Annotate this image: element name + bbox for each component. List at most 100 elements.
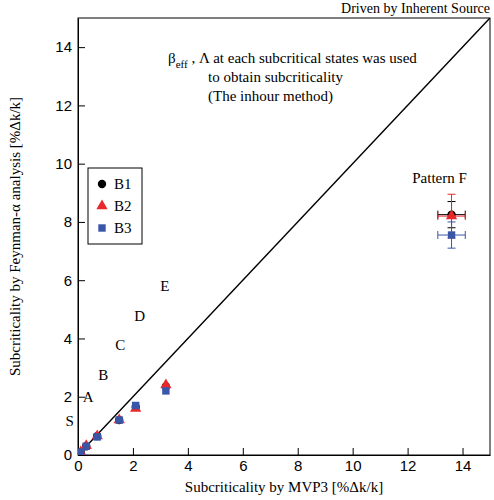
point — [448, 231, 455, 238]
x-tick-label: 0 — [74, 457, 82, 474]
y-tick: 0 — [64, 446, 85, 463]
y-axis: 0 2 4 6 8 10 12 14 — [55, 19, 85, 464]
error-line — [437, 231, 438, 239]
x-tick-label: 14 — [455, 457, 472, 474]
y-tick-mark — [78, 455, 85, 456]
point — [94, 433, 101, 440]
x-tick-mark — [133, 448, 134, 455]
error-line — [437, 212, 438, 220]
x-tick: 8 — [294, 448, 302, 474]
point — [114, 414, 125, 424]
x-tick-mark — [243, 448, 244, 455]
annotation-subscript: eff — [176, 58, 188, 70]
y-tick: 12 — [55, 97, 85, 114]
x-tick-mark — [188, 448, 189, 455]
legend-label: B1 — [114, 176, 132, 192]
y-tick: 4 — [64, 330, 85, 347]
point — [83, 443, 90, 450]
x-tick-label: 2 — [129, 457, 137, 474]
y-error-bar — [448, 222, 456, 248]
annotation-line: to obtain subcriticality — [208, 69, 343, 85]
point-label: B — [98, 367, 108, 383]
legend: B1 B2 B3 — [88, 168, 142, 244]
y-tick: 2 — [64, 388, 85, 405]
x-tick-label: 4 — [184, 457, 192, 474]
point — [132, 402, 139, 409]
y-tick: 10 — [55, 155, 85, 172]
x-tick-label: 6 — [239, 457, 247, 474]
point — [115, 416, 123, 424]
x-tick-mark — [298, 448, 299, 455]
y-tick-mark — [78, 222, 85, 223]
y-tick-label: 8 — [64, 213, 72, 230]
x-tick: 4 — [184, 448, 192, 474]
x-axis-line — [79, 455, 491, 456]
point-label: C — [115, 337, 125, 353]
y-tick-mark — [78, 164, 85, 165]
y-tick-label: 10 — [55, 155, 72, 172]
x-tick-mark — [463, 448, 464, 455]
point-label: A — [83, 389, 94, 405]
point — [160, 379, 171, 389]
annotation-symbol: β — [168, 50, 176, 66]
x-tick: 14 — [455, 448, 472, 474]
x-tick: 12 — [400, 448, 417, 474]
x-tick: 10 — [345, 448, 362, 474]
chart: 0 2 4 6 8 10 12 14 0 2 4 6 8 10 12 14 SABCDE Pattern F βef… — [0, 0, 494, 500]
point-label: D — [134, 308, 145, 324]
x-tick-label: 12 — [400, 457, 417, 474]
y-axis-title: Subcriticality by Feynman-α analysis [%Δ… — [7, 97, 23, 376]
error-line — [465, 231, 466, 239]
plot-area: 0 2 4 6 8 10 12 14 0 2 4 6 8 10 12 14 SABCDE Pattern F βef… — [55, 18, 490, 474]
x-tick-label: 10 — [345, 457, 362, 474]
point — [130, 402, 141, 412]
series-b3 — [78, 222, 465, 455]
error-line — [448, 194, 456, 195]
legend-box — [88, 168, 142, 244]
error-line — [465, 212, 466, 220]
legend-marker — [96, 199, 107, 209]
x-axis: 0 2 4 6 8 10 12 14 — [74, 448, 490, 474]
point-label: S — [66, 413, 74, 429]
point — [162, 387, 169, 394]
x-tick-label: 8 — [294, 457, 302, 474]
error-line — [448, 221, 456, 222]
y-tick-mark — [78, 105, 85, 106]
point-label: Pattern F — [412, 170, 467, 186]
reference-line — [78, 18, 490, 455]
annotation-line: (The inhour method) — [208, 88, 333, 105]
y-tick: 14 — [55, 38, 85, 55]
legend-marker — [98, 224, 105, 231]
x-axis-title: Subcriticality by MVP3 [%Δk/k] — [185, 479, 383, 495]
legend-marker — [98, 180, 106, 188]
data-layer — [78, 18, 490, 455]
y-tick-mark — [78, 280, 85, 281]
x-tick-mark — [353, 448, 354, 455]
y-tick-mark — [78, 338, 85, 339]
x-error-bar — [438, 231, 465, 239]
point-label: E — [160, 278, 169, 294]
point — [82, 442, 90, 450]
error-line — [448, 248, 456, 249]
x-tick: 2 — [129, 448, 137, 474]
point — [115, 416, 122, 423]
legend-label: B2 — [114, 198, 132, 214]
point — [446, 210, 457, 220]
y-tick-label: 6 — [64, 272, 72, 289]
x-tick-mark — [408, 448, 409, 455]
y-tick-label: 2 — [64, 388, 72, 405]
x-tick: 6 — [239, 448, 247, 474]
y-axis-line — [78, 19, 79, 456]
plot-frame — [78, 18, 490, 455]
y-tick-label: 14 — [55, 38, 72, 55]
y-tick-label: 12 — [55, 97, 72, 114]
y-tick-label: 4 — [64, 330, 72, 347]
chart-title: Driven by Inherent Source — [341, 1, 490, 16]
annotation-line: , Λ at each subcritical states was used — [188, 50, 418, 66]
y-tick-mark — [78, 47, 85, 48]
y-tick: 8 — [64, 213, 85, 230]
y-tick: 6 — [64, 272, 85, 289]
annotation: βeff , Λ at each subcritical states was … — [168, 50, 417, 70]
legend-label: B3 — [114, 220, 132, 236]
y-tick-label: 0 — [64, 446, 72, 463]
